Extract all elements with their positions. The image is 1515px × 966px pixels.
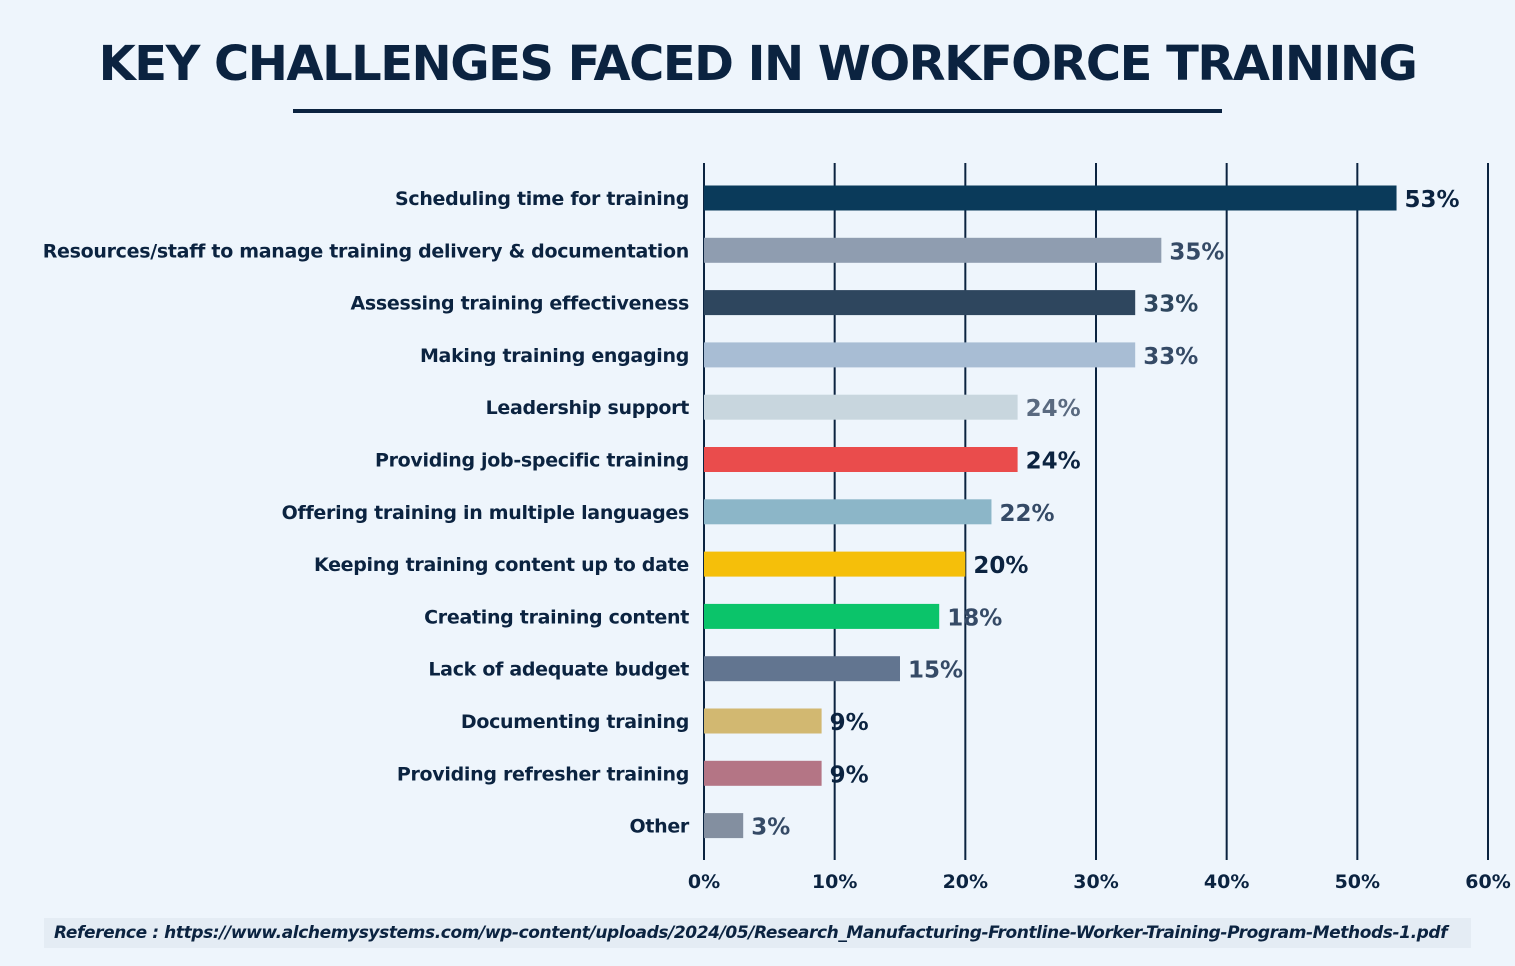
bar <box>704 708 822 734</box>
bar <box>704 447 1018 472</box>
x-tick-label: 50% <box>1335 871 1380 893</box>
category-label: Resources/staff to manage training deliv… <box>43 240 689 262</box>
data-label: 24% <box>1026 396 1081 422</box>
data-label: 9% <box>830 710 869 736</box>
data-label: 9% <box>830 762 869 788</box>
data-label: 20% <box>973 553 1028 579</box>
bar <box>704 603 940 629</box>
bar <box>704 237 1162 263</box>
bar <box>704 394 1018 420</box>
bar <box>704 185 1397 211</box>
chart-title: KEY CHALLENGES FACED IN WORKFORCE TRAINI… <box>98 36 1418 92</box>
x-tick-label: 60% <box>1465 871 1510 893</box>
title-underline <box>293 109 1222 113</box>
data-label: 3% <box>751 815 790 841</box>
x-tick-label: 30% <box>1073 871 1118 893</box>
x-tick-label: 0% <box>688 871 720 893</box>
x-tick-label: 40% <box>1204 871 1249 893</box>
bar <box>704 499 992 525</box>
x-tick-label: 20% <box>943 871 988 893</box>
bar-chart: 0% 10% 20% 30% 40% 50% 60% Scheduling time for … <box>43 163 1511 893</box>
category-label: Documenting training <box>461 711 689 733</box>
bar <box>704 813 744 839</box>
data-label: 22% <box>999 501 1054 527</box>
category-label: Leadership support <box>486 397 690 419</box>
data-label: 33% <box>1143 344 1198 370</box>
bar <box>704 551 966 577</box>
data-label: 33% <box>1143 292 1198 318</box>
data-label: 53% <box>1405 187 1460 213</box>
category-label: Creating training content <box>424 606 689 628</box>
bar <box>704 290 1136 316</box>
category-label: Providing refresher training <box>397 763 689 785</box>
category-label: Lack of adequate budget <box>428 659 689 681</box>
category-label: Scheduling time for training <box>395 188 689 210</box>
category-label: Providing job-specific training <box>375 450 689 472</box>
bar <box>704 760 822 786</box>
data-label: 24% <box>1026 449 1081 475</box>
data-label: 15% <box>908 658 963 684</box>
category-label: Assessing training effectiveness <box>350 293 689 315</box>
category-label: Other <box>629 816 689 838</box>
data-label: 18% <box>947 605 1002 631</box>
bar <box>704 656 900 682</box>
reference-text: Reference : https://www.alchemysystems.c… <box>44 918 1471 948</box>
x-tick-label: 10% <box>812 871 857 893</box>
category-label: Making training engaging <box>420 345 689 367</box>
category-label: Offering training in multiple languages <box>282 502 689 524</box>
category-label: Keeping training content up to date <box>314 554 689 576</box>
data-label: 35% <box>1169 239 1224 265</box>
bar <box>704 342 1136 368</box>
